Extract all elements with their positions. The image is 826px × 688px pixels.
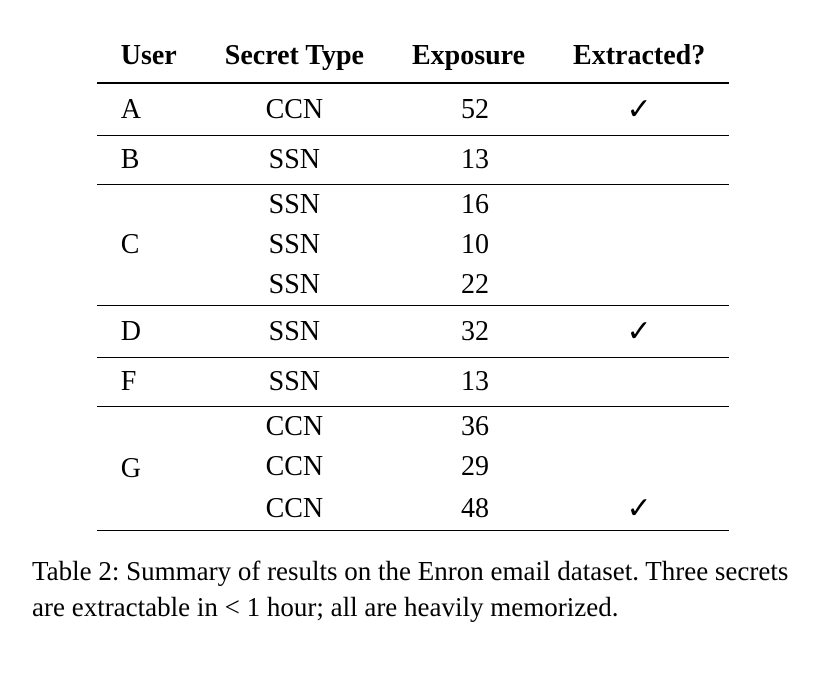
exposure-cell: 22 bbox=[388, 265, 549, 306]
extracted-cell: ✓ bbox=[549, 83, 729, 136]
exposure-cell: 32 bbox=[388, 306, 549, 358]
exposure-cell: 52 bbox=[388, 83, 549, 136]
extracted-cell bbox=[549, 265, 729, 306]
user-cell: B bbox=[97, 136, 201, 185]
table-row: BSSN13 bbox=[97, 136, 729, 185]
table-header-row: User Secret Type Exposure Extracted? bbox=[97, 30, 729, 83]
secret-type-cell: CCN bbox=[201, 487, 388, 531]
table-row: GCCN36 bbox=[97, 407, 729, 448]
results-table: User Secret Type Exposure Extracted? ACC… bbox=[97, 30, 729, 531]
secret-type-cell: SSN bbox=[201, 306, 388, 358]
secret-type-cell: SSN bbox=[201, 225, 388, 265]
exposure-cell: 36 bbox=[388, 407, 549, 448]
exposure-cell: 10 bbox=[388, 225, 549, 265]
exposure-cell: 16 bbox=[388, 185, 549, 226]
extracted-cell bbox=[549, 185, 729, 226]
secret-type-cell: SSN bbox=[201, 358, 388, 407]
col-header-extracted: Extracted? bbox=[549, 30, 729, 83]
exposure-cell: 48 bbox=[388, 487, 549, 531]
table-caption: Table 2: Summary of results on the Enron… bbox=[30, 553, 796, 626]
user-cell: D bbox=[97, 306, 201, 358]
secret-type-cell: CCN bbox=[201, 407, 388, 448]
exposure-cell: 13 bbox=[388, 136, 549, 185]
col-header-user: User bbox=[97, 30, 201, 83]
user-cell: G bbox=[97, 407, 201, 531]
exposure-cell: 29 bbox=[388, 447, 549, 487]
extracted-cell bbox=[549, 447, 729, 487]
extracted-cell bbox=[549, 136, 729, 185]
table-container: User Secret Type Exposure Extracted? ACC… bbox=[30, 30, 796, 653]
user-cell: A bbox=[97, 83, 201, 136]
table-row: ACCN52✓ bbox=[97, 83, 729, 136]
table-row: CSSN16 bbox=[97, 185, 729, 226]
table-row: FSSN13 bbox=[97, 358, 729, 407]
user-cell: F bbox=[97, 358, 201, 407]
exposure-cell: 13 bbox=[388, 358, 549, 407]
secret-type-cell: SSN bbox=[201, 185, 388, 226]
table-body: ACCN52✓BSSN13CSSN16SSN10SSN22DSSN32✓FSSN… bbox=[97, 83, 729, 531]
extracted-cell bbox=[549, 407, 729, 448]
secret-type-cell: SSN bbox=[201, 265, 388, 306]
table-row: DSSN32✓ bbox=[97, 306, 729, 358]
col-header-exposure: Exposure bbox=[388, 30, 549, 83]
extracted-cell: ✓ bbox=[549, 487, 729, 531]
col-header-secret-type: Secret Type bbox=[201, 30, 388, 83]
secret-type-cell: CCN bbox=[201, 447, 388, 487]
secret-type-cell: SSN bbox=[201, 136, 388, 185]
extracted-cell bbox=[549, 225, 729, 265]
extracted-cell: ✓ bbox=[549, 306, 729, 358]
secret-type-cell: CCN bbox=[201, 83, 388, 136]
user-cell: C bbox=[97, 185, 201, 306]
extracted-cell bbox=[549, 358, 729, 407]
